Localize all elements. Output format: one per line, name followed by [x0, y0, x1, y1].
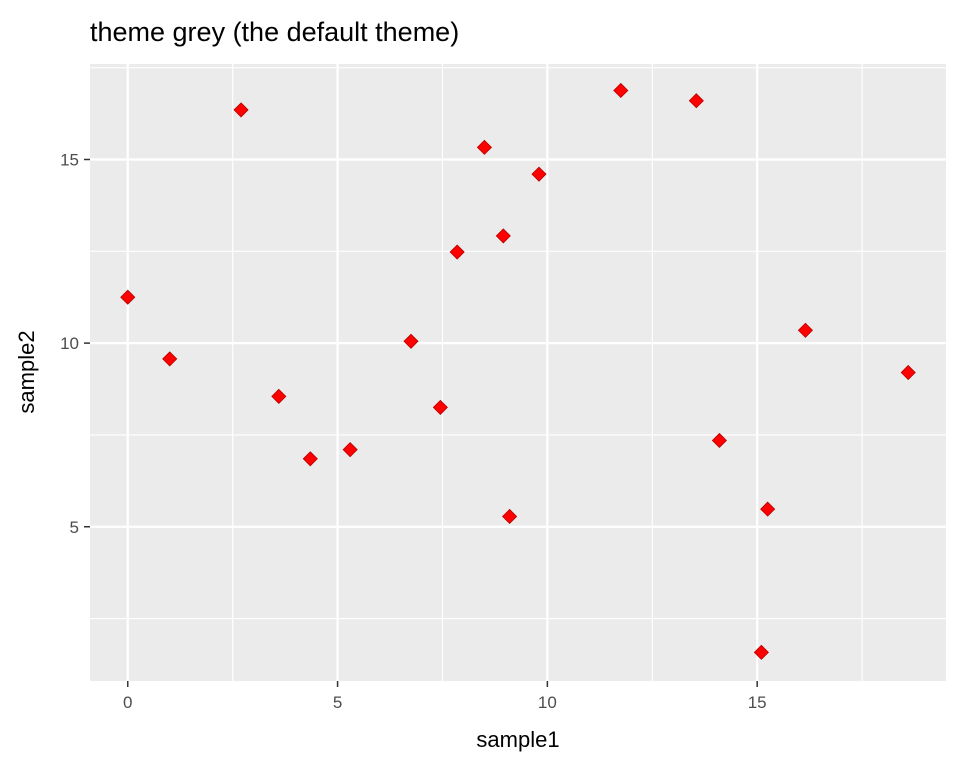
data-points [120, 82, 916, 660]
data-point [502, 508, 518, 525]
data-point [900, 364, 916, 381]
data-point [711, 432, 727, 449]
y-tick-label: 5 [70, 518, 79, 537]
minor-gridlines [90, 64, 946, 681]
data-point [688, 93, 704, 109]
major-gridlines [90, 64, 946, 681]
x-tick-label: 5 [333, 693, 342, 712]
data-point [753, 644, 769, 660]
chart-title: theme grey (the default theme) [90, 17, 459, 47]
data-point [432, 399, 448, 415]
data-point [797, 322, 813, 338]
data-point [233, 102, 249, 118]
x-axis: 0 5 10 15 [123, 681, 767, 712]
y-tick-label: 15 [60, 150, 79, 169]
data-point [342, 442, 358, 458]
x-axis-title: sample1 [476, 727, 559, 752]
data-point [760, 501, 776, 517]
y-axis-title: sample2 [14, 330, 39, 413]
data-point [495, 228, 511, 244]
data-point [403, 333, 419, 349]
data-point [449, 244, 465, 260]
data-point [271, 388, 287, 404]
data-point [613, 82, 629, 99]
data-point [476, 139, 492, 155]
y-axis: 5 10 15 [60, 150, 90, 537]
x-tick-label: 15 [748, 693, 767, 712]
x-tick-label: 0 [123, 693, 132, 712]
data-point [531, 166, 547, 182]
data-point [120, 289, 136, 305]
y-tick-label: 10 [60, 334, 79, 353]
plot-panel [90, 64, 946, 681]
x-tick-label: 10 [538, 693, 557, 712]
data-point [302, 451, 318, 467]
data-point [162, 351, 178, 367]
